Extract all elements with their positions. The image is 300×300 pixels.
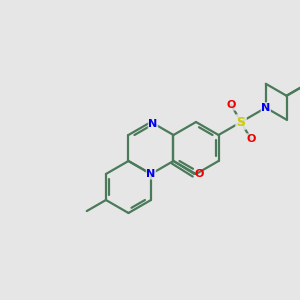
Text: O: O [246, 134, 256, 144]
Text: N: N [148, 119, 158, 129]
Text: N: N [261, 103, 270, 113]
Text: O: O [226, 100, 236, 110]
Text: S: S [236, 116, 245, 128]
Text: O: O [195, 169, 204, 179]
Text: N: N [146, 169, 156, 179]
